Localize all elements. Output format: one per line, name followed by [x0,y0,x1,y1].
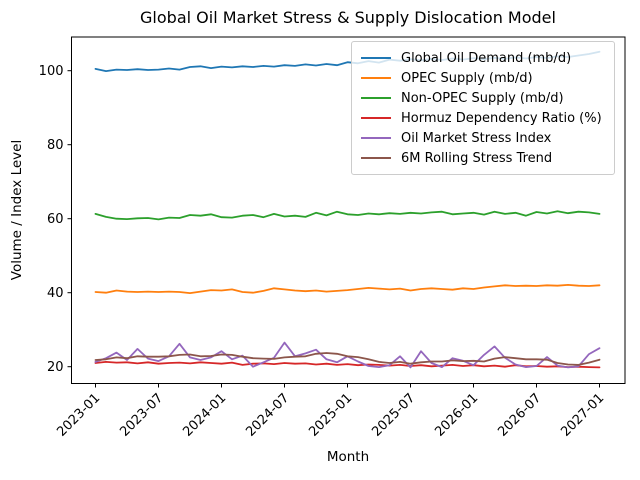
legend-item-label: Oil Market Stress Index [401,130,552,146]
legend-swatch-icon [361,157,391,159]
y-axis-label: Volume / Index Level [9,139,25,281]
legend-swatch-icon [361,57,391,59]
x-tick-label: 2027-01 [558,391,607,440]
legend-item: Global Oil Demand (mb/d) [361,48,605,68]
legend-item-label: OPEC Supply (mb/d) [401,70,533,86]
legend-item-label: Non-OPEC Supply (mb/d) [401,90,564,106]
legend-swatch-icon [361,97,391,99]
x-tick-label: 2024-07 [243,391,292,440]
series-line-opec-supply-mb-d [94,283,601,295]
x-tick-label: 2023-07 [117,391,166,440]
legend: Global Oil Demand (mb/d) OPEC Supply (mb/… [351,41,615,175]
chart-title: Global Oil Market Stress & Supply Disloc… [140,8,556,27]
legend-item: Non-OPEC Supply (mb/d) [361,88,605,108]
y-tick-label: 100 [39,64,64,79]
x-tick-label: 2023-01 [54,391,103,440]
x-tick-label: 2025-01 [306,391,355,440]
y-tick-label: 20 [47,360,64,375]
x-tick-label: 2026-01 [432,391,481,440]
legend-item-label: Hormuz Dependency Ratio (%) [401,110,602,126]
x-tick-label: 2025-07 [369,391,418,440]
series-line-non-opec-supply-mb-d [94,210,601,221]
legend-item-label: Global Oil Demand (mb/d) [401,50,572,66]
x-axis-label: Month [326,449,370,465]
legend-swatch-icon [361,117,391,119]
plot-border [71,36,626,384]
legend-swatch-icon [361,137,391,139]
x-tick-label: 2024-01 [180,391,229,440]
legend-item: Hormuz Dependency Ratio (%) [361,108,605,128]
legend-item-label: 6M Rolling Stress Trend [401,150,553,166]
y-tick-label: 60 [47,212,64,227]
y-tick-label: 40 [47,286,64,301]
x-tick-label: 2026-07 [495,391,544,440]
legend-item: Oil Market Stress Index [361,128,605,148]
series-line-6m-rolling-stress-trend [94,352,601,366]
legend-item: OPEC Supply (mb/d) [361,68,605,88]
legend-swatch-icon [361,77,391,79]
y-tick-label: 80 [47,138,64,153]
legend-item: 6M Rolling Stress Trend [361,148,605,168]
